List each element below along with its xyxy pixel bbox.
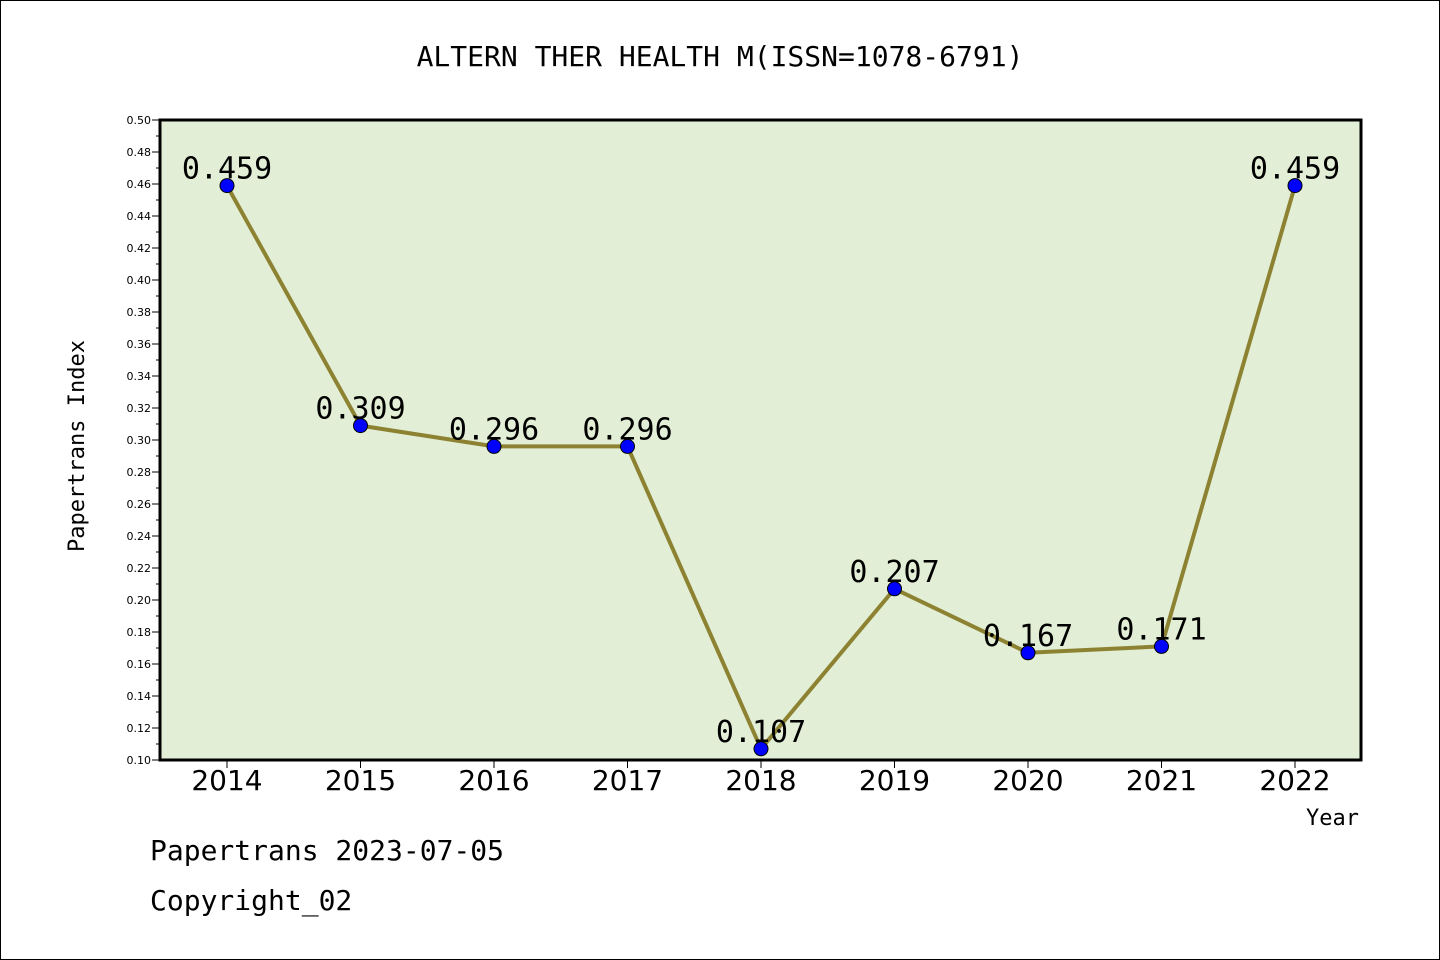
x-tick-label: 2014 bbox=[191, 764, 262, 797]
data-label-2016: 0.296 bbox=[449, 412, 539, 447]
y-tick-label: 0.30 bbox=[127, 434, 152, 447]
data-point-2014 bbox=[219, 178, 235, 194]
y-tick-label: 0.28 bbox=[127, 466, 152, 479]
y-tick-label: 0.34 bbox=[127, 370, 152, 383]
chart-title: ALTERN THER HEALTH M(ISSN=1078-6791) bbox=[417, 40, 1024, 73]
y-tick-label: 0.46 bbox=[127, 178, 152, 191]
y-tick-label: 0.32 bbox=[127, 402, 152, 415]
x-tick-label: 2018 bbox=[725, 764, 796, 797]
data-label-2019: 0.207 bbox=[849, 555, 939, 590]
footer-copyright: Copyright_02 bbox=[150, 884, 353, 917]
y-tick-label: 0.16 bbox=[127, 658, 152, 671]
y-tick-label: 0.36 bbox=[127, 338, 152, 351]
y-tick-label: 0.20 bbox=[127, 594, 152, 607]
data-label-2015: 0.309 bbox=[315, 392, 405, 427]
y-tick-label: 0.26 bbox=[127, 498, 152, 511]
y-tick-label: 0.42 bbox=[127, 242, 152, 255]
data-label-2020: 0.167 bbox=[983, 619, 1073, 654]
x-axis: 2014 2015 2016 2017 2018 2019 2020 2021 2022 bbox=[191, 760, 1331, 797]
data-label-2021: 0.171 bbox=[1116, 612, 1206, 647]
y-tick-label: 0.38 bbox=[127, 306, 152, 319]
footer-date: Papertrans 2023-07-05 bbox=[150, 834, 505, 867]
y-axis: 0.10 0.12 0.14 0.16 0.18 0.20 0.22 0.24 0.26 0.28… bbox=[127, 114, 160, 767]
data-point-2016 bbox=[486, 438, 502, 454]
y-tick-label: 0.18 bbox=[127, 626, 152, 639]
x-tick-label: 2017 bbox=[592, 764, 663, 797]
y-tick-label: 0.14 bbox=[127, 690, 152, 703]
x-tick-label: 2020 bbox=[992, 764, 1063, 797]
data-label-2018: 0.107 bbox=[716, 715, 806, 750]
y-tick-label: 0.48 bbox=[127, 146, 152, 159]
y-tick-label: 0.40 bbox=[127, 274, 152, 287]
data-label-2017: 0.296 bbox=[582, 412, 672, 447]
series-layer: 0.459 0.309 0.296 0.296 0.107 0.207 0.167 0.171… bbox=[182, 152, 1340, 757]
data-point-2021 bbox=[1154, 638, 1169, 654]
data-point-2020 bbox=[1020, 645, 1036, 661]
y-tick-label: 0.10 bbox=[127, 754, 152, 767]
data-label-2014: 0.459 bbox=[182, 152, 272, 187]
x-tick-label: 2019 bbox=[859, 764, 930, 797]
x-axis-label: Year bbox=[1306, 806, 1359, 831]
x-tick-label: 2015 bbox=[325, 764, 396, 797]
y-tick-label: 0.50 bbox=[127, 114, 152, 127]
data-point-2019 bbox=[887, 581, 902, 597]
data-point-2022 bbox=[1287, 178, 1303, 194]
y-tick-label: 0.22 bbox=[127, 562, 152, 575]
data-point-2017 bbox=[620, 438, 635, 454]
data-label-2022: 0.459 bbox=[1250, 152, 1340, 187]
x-tick-label: 2022 bbox=[1259, 764, 1330, 797]
x-tick-label: 2016 bbox=[458, 764, 529, 797]
y-tick-label: 0.24 bbox=[127, 530, 152, 543]
data-point-2018 bbox=[753, 741, 769, 757]
y-axis-label: Papertrans Index bbox=[65, 340, 90, 552]
x-tick-label: 2021 bbox=[1126, 764, 1197, 797]
y-tick-label: 0.44 bbox=[127, 210, 152, 223]
y-tick-label: 0.12 bbox=[127, 722, 152, 735]
data-point-2015 bbox=[353, 418, 368, 434]
plot-area bbox=[158, 118, 1363, 762]
